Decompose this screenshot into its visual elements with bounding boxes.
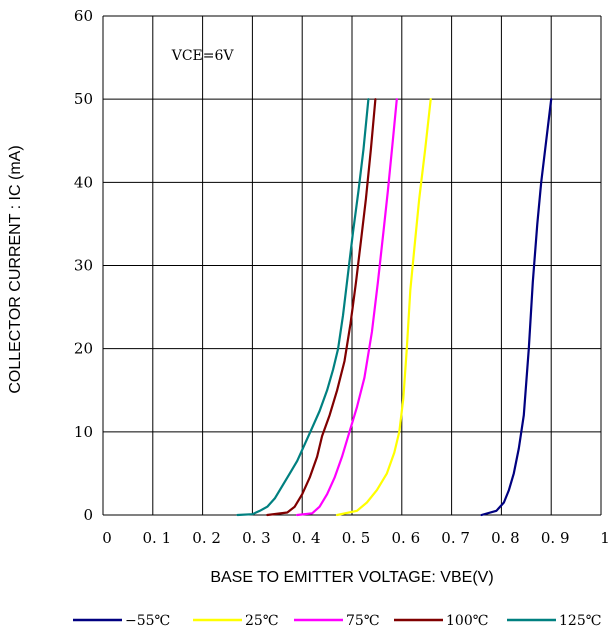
x-tick-label: 0. 1: [142, 529, 171, 547]
x-tick-label: 0. 5: [342, 529, 371, 547]
y-tick-label: 40: [74, 173, 93, 191]
x-tick-label: 0. 6: [391, 529, 420, 547]
x-tick-label: 0. 2: [192, 529, 221, 547]
y-tick-label: 20: [74, 340, 93, 358]
tick-labels: 0 0. 1 0. 2 0. 3 0. 4 0. 5 0. 6 0. 7 0. 8 0. 9 101…: [74, 7, 608, 547]
y-axis-title: COLLECTOR CURRENT : IC (mA): [7, 145, 24, 393]
x-tick-label: 0. 8: [491, 529, 520, 547]
y-tick-label: 50: [74, 90, 93, 108]
x-axis-title: BASE TO EMITTER VOLTAGE: VBE(V): [210, 569, 493, 586]
x-tick-label: 0. 4: [292, 529, 321, 547]
x-tick-label: 0. 7: [441, 529, 470, 547]
x-tick-label: 0. 3: [242, 529, 271, 547]
x-tick-label: 1: [600, 529, 608, 547]
legend-label: 100℃: [446, 613, 488, 629]
series-line-1: [336, 98, 432, 517]
legend-label: 25℃: [245, 613, 278, 629]
series-line-3: [266, 98, 377, 517]
annotations: VCE=6V: [171, 48, 235, 64]
legend-label: −55℃: [125, 613, 170, 629]
series-line-0: [480, 98, 553, 517]
series-line-2: [296, 98, 398, 517]
x-tick-label: 0. 9: [541, 529, 570, 547]
legend-label: 75℃: [346, 613, 379, 629]
y-tick-label: 10: [74, 423, 93, 441]
y-tick-label: 60: [74, 7, 93, 25]
series-line-4: [236, 98, 370, 517]
annotation: VCE=6V: [171, 48, 235, 64]
y-tick-label: 30: [74, 257, 93, 275]
series-lines: [236, 98, 553, 517]
legend: −55℃ 25℃ 75℃ 100℃ 125℃: [73, 613, 601, 629]
legend-label: 125℃: [559, 613, 601, 629]
grid: [102, 15, 602, 516]
x-tick-label: 0: [102, 529, 112, 547]
y-tick-label: 0: [83, 506, 93, 524]
